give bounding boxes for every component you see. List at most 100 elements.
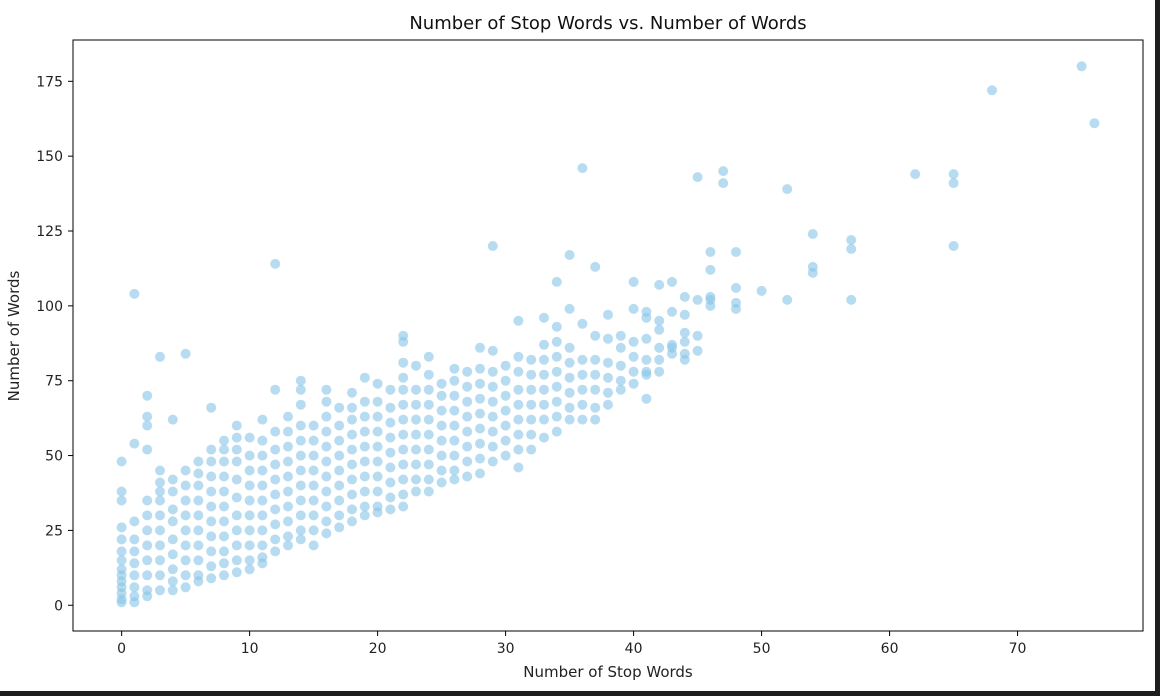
data-point bbox=[513, 462, 524, 473]
data-point bbox=[436, 420, 447, 431]
data-point bbox=[219, 486, 229, 497]
data-point bbox=[385, 384, 396, 395]
data-point bbox=[423, 474, 434, 485]
data-point bbox=[295, 495, 306, 506]
data-point bbox=[308, 465, 319, 476]
data-point bbox=[206, 516, 217, 527]
data-point bbox=[411, 414, 421, 425]
data-point bbox=[590, 384, 601, 395]
data-point bbox=[615, 360, 626, 371]
data-point bbox=[270, 426, 281, 437]
data-point bbox=[462, 396, 473, 407]
data-point bbox=[129, 438, 140, 449]
data-point bbox=[372, 411, 383, 422]
data-point bbox=[398, 414, 409, 425]
data-point bbox=[283, 456, 293, 467]
data-point bbox=[206, 456, 217, 467]
data-point bbox=[129, 558, 140, 569]
data-point bbox=[283, 501, 293, 512]
data-point bbox=[270, 258, 281, 269]
data-point bbox=[270, 534, 281, 545]
data-point bbox=[513, 315, 524, 326]
data-point bbox=[782, 294, 793, 305]
data-point bbox=[411, 360, 421, 371]
x-axis: 0 10 20 30 40 50 60 70 bbox=[117, 631, 1026, 657]
data-point bbox=[231, 555, 242, 566]
data-point bbox=[155, 570, 165, 581]
data-point bbox=[244, 495, 255, 506]
data-point bbox=[539, 354, 549, 365]
data-point bbox=[372, 486, 383, 497]
data-point bbox=[142, 555, 153, 566]
data-point bbox=[654, 354, 665, 365]
data-point bbox=[206, 486, 217, 497]
data-point bbox=[142, 444, 153, 455]
data-point bbox=[628, 366, 639, 377]
data-point bbox=[564, 303, 575, 314]
data-point bbox=[846, 235, 857, 245]
data-point bbox=[539, 369, 549, 380]
data-point bbox=[500, 435, 511, 446]
data-point bbox=[359, 411, 370, 422]
data-point bbox=[347, 402, 357, 413]
data-point bbox=[372, 507, 383, 518]
data-point bbox=[487, 411, 498, 422]
data-point bbox=[513, 414, 524, 425]
data-point bbox=[334, 450, 345, 461]
data-point bbox=[679, 354, 690, 365]
data-point bbox=[347, 387, 357, 398]
data-point bbox=[603, 372, 613, 383]
data-point bbox=[590, 261, 601, 272]
data-point bbox=[180, 582, 191, 593]
x-tick-label: 50 bbox=[753, 641, 771, 657]
data-point bbox=[308, 540, 319, 551]
data-point bbox=[257, 495, 268, 506]
data-point bbox=[193, 540, 204, 551]
data-point bbox=[590, 354, 601, 365]
data-point bbox=[231, 567, 242, 578]
data-point bbox=[193, 576, 204, 587]
data-point bbox=[155, 351, 165, 362]
data-point bbox=[449, 465, 460, 476]
data-point bbox=[487, 441, 498, 452]
data-point bbox=[628, 351, 639, 362]
data-point bbox=[539, 414, 549, 425]
data-point bbox=[615, 375, 626, 386]
data-point bbox=[167, 585, 178, 596]
data-point bbox=[475, 363, 485, 374]
data-point bbox=[257, 510, 268, 521]
data-point bbox=[654, 279, 665, 290]
data-point bbox=[654, 324, 665, 335]
data-point bbox=[731, 282, 741, 293]
data-point bbox=[257, 414, 268, 425]
data-point bbox=[590, 402, 601, 413]
data-point bbox=[321, 501, 332, 512]
data-point bbox=[385, 492, 396, 503]
data-point bbox=[295, 510, 306, 521]
data-point bbox=[334, 402, 345, 413]
data-point bbox=[385, 432, 396, 443]
data-point bbox=[846, 294, 857, 305]
data-point bbox=[603, 387, 613, 398]
data-point bbox=[615, 330, 626, 341]
data-point bbox=[475, 408, 485, 419]
data-point bbox=[487, 426, 498, 437]
data-point bbox=[244, 525, 255, 536]
data-point bbox=[231, 444, 242, 455]
data-point bbox=[475, 378, 485, 389]
x-tick-label: 0 bbox=[117, 641, 126, 657]
data-point bbox=[244, 510, 255, 521]
data-point bbox=[231, 456, 242, 467]
data-point bbox=[321, 396, 332, 407]
data-point bbox=[295, 465, 306, 476]
data-point bbox=[129, 288, 140, 299]
data-point bbox=[283, 540, 293, 551]
data-point bbox=[423, 414, 434, 425]
data-point bbox=[500, 390, 511, 401]
data-point bbox=[667, 306, 677, 317]
data-point bbox=[449, 363, 460, 374]
data-point bbox=[539, 339, 549, 350]
data-point bbox=[526, 384, 537, 395]
data-point bbox=[603, 333, 613, 344]
data-point bbox=[321, 456, 332, 467]
